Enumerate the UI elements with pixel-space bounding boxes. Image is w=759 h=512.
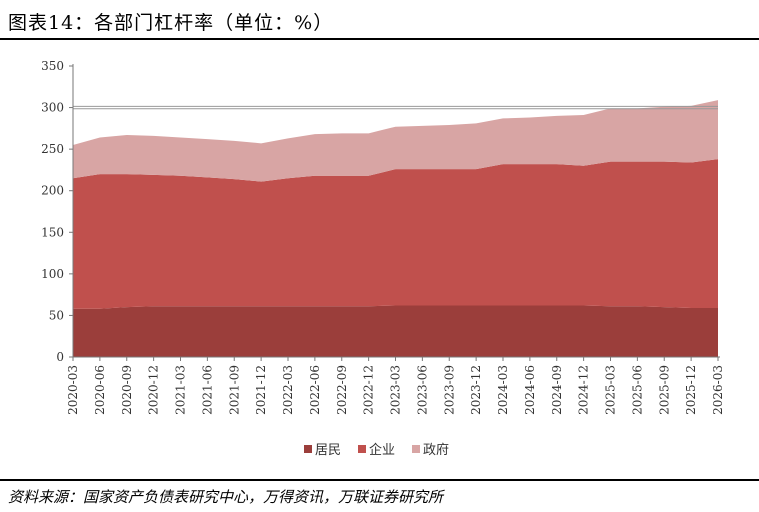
- y-tick-label: 150: [41, 225, 64, 239]
- x-tick-label: 2020-12: [147, 365, 161, 415]
- x-tick-label: 2020-09: [120, 365, 134, 415]
- figure-title: 图表14：各部门杠杆率（单位：%）: [8, 12, 334, 34]
- x-tick-label: 2022-09: [335, 365, 349, 415]
- area-政府: [73, 100, 718, 182]
- source-note: 资料来源：国家资产负债表研究中心，万得资讯，万联证券研究所: [8, 488, 444, 506]
- x-tick-label: 2020-06: [93, 365, 107, 415]
- y-tick-label: 0: [56, 350, 64, 364]
- x-tick-label: 2023-03: [389, 365, 403, 415]
- x-tick-label: 2025-06: [630, 365, 644, 415]
- x-tick-label: 2024-12: [577, 365, 591, 415]
- legend-label: 居民: [315, 443, 341, 458]
- x-tick-label: 2022-03: [281, 365, 295, 415]
- legend-swatch-政府: [412, 445, 420, 453]
- legend-swatch-居民: [304, 445, 312, 453]
- x-tick-label: 2022-12: [362, 365, 376, 415]
- x-tick-label: 2025-09: [657, 365, 671, 415]
- x-tick-label: 2021-06: [200, 365, 214, 415]
- legend-swatch-企业: [358, 445, 366, 453]
- y-tick-label: 350: [41, 59, 64, 73]
- x-tick-label: 2024-06: [523, 365, 537, 415]
- x-tick-label: 2021-03: [174, 365, 188, 415]
- title-bar: 图表14：各部门杠杆率（单位：%）: [0, 0, 759, 38]
- area-居民: [73, 305, 718, 357]
- x-tick-label: 2023-12: [469, 365, 483, 415]
- reference-lines: [73, 105, 718, 110]
- legend-label: 企业: [369, 442, 395, 458]
- y-tick-label: 300: [41, 101, 64, 115]
- top-rule: [0, 38, 759, 40]
- y-tick-label: 100: [41, 267, 64, 281]
- bottom-rule: [0, 479, 759, 481]
- y-tick-label: 250: [41, 142, 64, 156]
- plot-areas: [73, 100, 718, 357]
- x-tick-label: 2024-09: [550, 365, 564, 415]
- x-tick-label: 2022-06: [308, 365, 322, 415]
- area-企业: [73, 159, 718, 309]
- y-tick-label: 50: [49, 308, 64, 322]
- x-tick-label: 2023-06: [415, 365, 429, 415]
- x-tick-label: 2026-03: [711, 365, 725, 415]
- x-tick-label: 2021-09: [227, 365, 241, 415]
- axes: 0 50 100 150 200 250 300 350 2020-03 2020-06 2020-…: [41, 59, 725, 415]
- x-tick-label: 2023-09: [442, 365, 456, 415]
- x-tick-label: 2025-03: [604, 365, 618, 415]
- x-tick-label: 2020-03: [66, 365, 80, 415]
- x-tick-label: 2021-12: [254, 365, 268, 415]
- legend: 居民 企业 政府: [304, 442, 449, 458]
- x-tick-label: 2025-12: [684, 365, 698, 415]
- y-tick-label: 200: [41, 184, 64, 198]
- stacked-area-chart: 0 50 100 150 200 250 300 350 2020-03 2020-06 2020-…: [41, 59, 725, 458]
- legend-label: 政府: [423, 443, 449, 458]
- x-tick-label: 2024-03: [496, 365, 510, 415]
